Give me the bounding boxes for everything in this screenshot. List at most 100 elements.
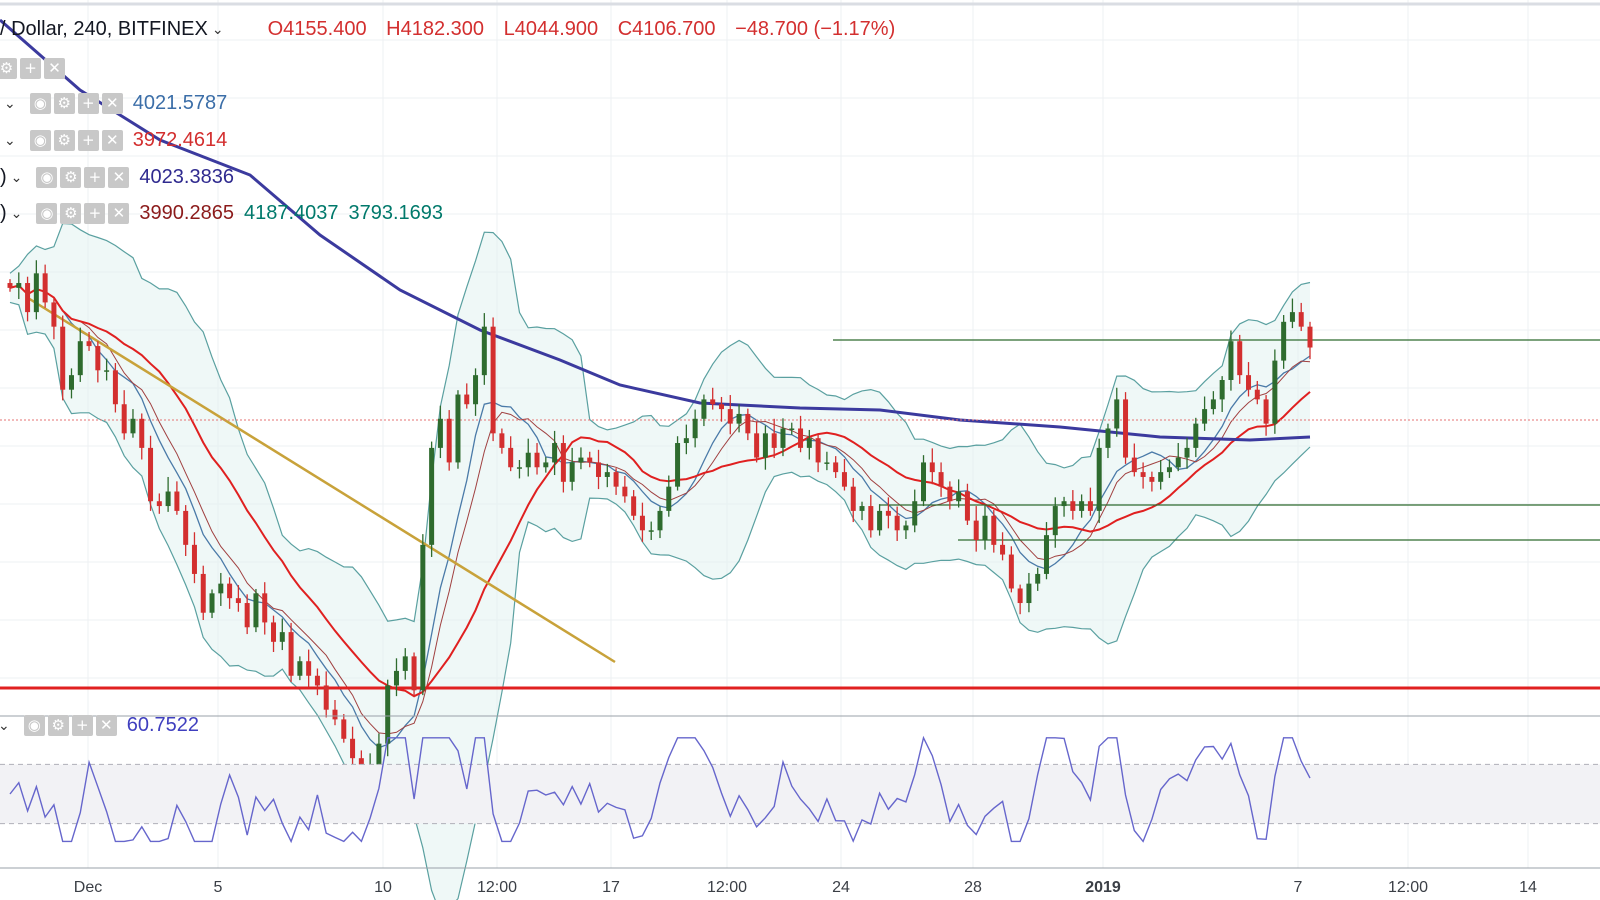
candle-body: [1043, 535, 1049, 574]
plus-icon[interactable]: +: [20, 58, 41, 79]
close-icon[interactable]: ✕: [95, 715, 117, 736]
candle-body: [314, 675, 320, 686]
candle-body: [279, 632, 285, 642]
candle-body: [499, 433, 505, 448]
x-tick-label: 7: [1294, 879, 1303, 896]
candle-body: [350, 738, 356, 759]
eye-icon[interactable]: ◉: [36, 167, 58, 188]
ma-fast-line: [9, 284, 1311, 749]
plus-icon[interactable]: +: [84, 167, 106, 188]
eye-icon[interactable]: ◉: [36, 203, 58, 224]
candle-body: [1210, 399, 1216, 410]
candle-body: [543, 462, 549, 468]
plus-icon[interactable]: +: [77, 93, 99, 114]
candle-body: [262, 593, 268, 623]
oscillator-line: [9, 735, 1311, 844]
chevron-down-icon[interactable]: ⌄: [10, 169, 23, 186]
candle-body: [885, 510, 891, 516]
eye-icon[interactable]: ◉: [29, 93, 51, 114]
candle-body: [877, 510, 883, 531]
candle-body: [1070, 501, 1076, 511]
chevron-down-icon[interactable]: ⌄: [4, 132, 16, 149]
candle-body: [727, 409, 733, 424]
indicator-value: 4187.4037: [243, 202, 339, 224]
candle-body: [227, 583, 233, 599]
candle-body: [569, 462, 575, 482]
symbol-row: / Dollar, 240, BITFINEX ⌄ O4155.400 H418…: [0, 18, 909, 41]
candle-body: [60, 326, 66, 390]
indicator-value: 3793.1693: [348, 202, 444, 224]
candle-body: [683, 438, 689, 444]
candle-body: [1061, 501, 1067, 507]
candle-body: [7, 283, 13, 288]
indicator-row: ) ⌄ ◉ ⚙ + ✕ 4023.3836: [0, 166, 244, 189]
candle-body: [938, 472, 944, 487]
candle-body: [806, 438, 812, 448]
candle-body: [130, 418, 136, 434]
close-icon[interactable]: ✕: [108, 203, 130, 224]
candle-body: [402, 656, 408, 671]
chevron-down-icon[interactable]: ⌄: [211, 21, 224, 38]
candle-body: [1087, 501, 1093, 511]
settings-icon[interactable]: ⚙: [60, 167, 82, 188]
candle-body: [191, 544, 197, 574]
indicator-value: 4023.3836: [139, 166, 234, 188]
candle-body: [1026, 583, 1032, 604]
candle-body: [1096, 447, 1102, 511]
candle-body: [929, 462, 935, 473]
plus-icon[interactable]: +: [71, 715, 93, 736]
x-tick-label: 2019: [1085, 879, 1121, 896]
candle-body: [183, 510, 189, 545]
candle-body: [841, 472, 847, 487]
candle-body: [912, 501, 918, 526]
candle-body: [631, 496, 637, 516]
oscillator-legend: ⌄ ◉ ⚙ + ✕ 60.7522: [0, 714, 199, 737]
candle-body: [253, 593, 259, 628]
symbol-label[interactable]: / Dollar, 240, BITFINEX: [0, 18, 208, 40]
settings-icon[interactable]: ⚙: [53, 93, 75, 114]
eye-icon[interactable]: ◉: [29, 130, 51, 151]
close-icon[interactable]: ✕: [101, 130, 123, 151]
candle-body: [42, 273, 48, 303]
settings-icon[interactable]: ⚙: [0, 58, 17, 79]
close-icon[interactable]: ✕: [108, 167, 130, 188]
plus-icon[interactable]: +: [77, 130, 99, 151]
chevron-down-icon[interactable]: ⌄: [4, 95, 16, 112]
indicator-name[interactable]: ): [0, 202, 7, 224]
candle-body: [850, 486, 856, 511]
settings-icon[interactable]: ⚙: [53, 130, 75, 151]
candle-body: [393, 670, 399, 686]
candle-body: [77, 341, 83, 376]
candle-body: [121, 404, 127, 434]
candle-body: [323, 685, 329, 710]
candle-body: [481, 326, 487, 376]
x-tick-label: 24: [832, 879, 850, 896]
candle-body: [718, 404, 724, 410]
candle-body: [824, 462, 830, 464]
close-icon[interactable]: ✕: [44, 58, 65, 79]
oscillator-pane: [0, 715, 1600, 869]
open-value: O4155.400: [267, 18, 367, 40]
indicator-name[interactable]: ): [0, 166, 7, 188]
chevron-down-icon[interactable]: ⌄: [10, 205, 23, 222]
trend-line: [27, 296, 616, 664]
candle-body: [596, 462, 602, 477]
candle-body: [139, 418, 145, 448]
x-tick-label: 12:00: [477, 879, 517, 896]
chevron-down-icon[interactable]: ⌄: [0, 717, 10, 734]
settings-icon[interactable]: ⚙: [60, 203, 82, 224]
candle-body: [1281, 321, 1287, 361]
close-icon[interactable]: ✕: [101, 93, 123, 114]
candle-body: [692, 418, 698, 439]
candle-body: [1079, 501, 1085, 511]
candle-body: [420, 544, 426, 691]
plus-icon[interactable]: +: [84, 203, 106, 224]
change-value: −48.700 (−1.17%): [735, 18, 896, 40]
eye-icon[interactable]: ◉: [23, 715, 45, 736]
candle-body: [165, 491, 171, 507]
candle-body: [1184, 447, 1190, 458]
settings-icon[interactable]: ⚙: [47, 715, 69, 736]
candle-body: [991, 515, 997, 545]
candle-body: [525, 452, 531, 468]
